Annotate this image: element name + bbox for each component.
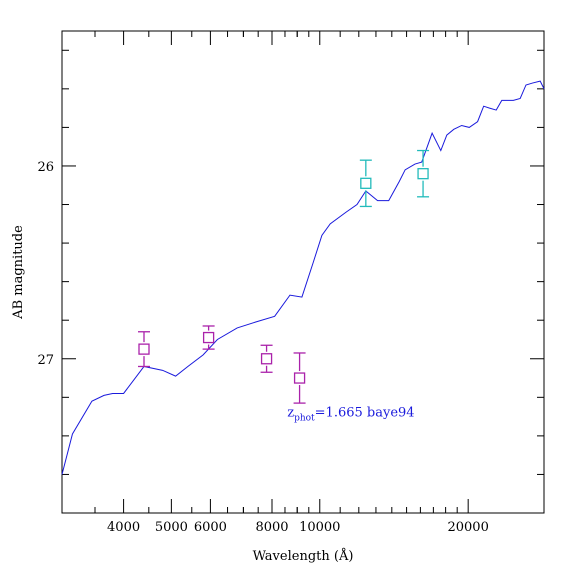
annotation-main: z (287, 406, 294, 421)
points-layer (137, 149, 430, 404)
x-axis-label: Wavelength (Å) (253, 548, 354, 564)
photometry-point (293, 352, 306, 404)
data-square-marker (138, 343, 150, 355)
data-square-marker (202, 331, 215, 344)
x-tick-label: 8000 (255, 520, 288, 535)
photometry-point (137, 331, 150, 368)
annotation-rest: =1.665 baye94 (315, 406, 415, 421)
series-layer (61, 80, 545, 475)
sed-model-line (61, 80, 545, 475)
photometry-point (417, 149, 430, 198)
x-tick-label: 10000 (299, 520, 340, 535)
photometry-point (202, 325, 215, 350)
y-tick-label: 26 (37, 160, 54, 175)
plot-frame (61, 30, 545, 514)
photometry-point (359, 159, 372, 208)
x-tick-label: 6000 (194, 520, 227, 535)
x-tick-label: 5000 (155, 520, 188, 535)
y-axis-label: AB magnitude (11, 225, 26, 320)
data-square-marker (260, 353, 273, 365)
data-square-marker (417, 168, 429, 180)
data-square-marker (360, 177, 372, 189)
ticks-layer: 4000 5000 6000 8000 10000 20000 26 27 (37, 31, 544, 535)
x-tick-label: 4000 (107, 520, 140, 535)
y-tick-label: 27 (37, 353, 54, 368)
data-square-marker (293, 372, 306, 384)
x-tick-label: 20000 (447, 520, 488, 535)
photo-z-annotation: zphot=1.665 baye94 (287, 406, 414, 424)
annotation-subscript: phot (294, 414, 315, 424)
photometry-point (260, 344, 273, 373)
